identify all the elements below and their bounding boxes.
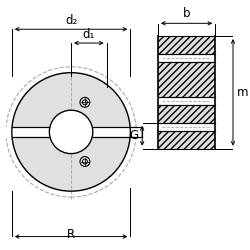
Text: b: b xyxy=(183,7,190,20)
Bar xyxy=(158,36,215,54)
Text: d₁: d₁ xyxy=(83,28,95,41)
Circle shape xyxy=(49,110,93,154)
Circle shape xyxy=(12,73,130,191)
Text: G: G xyxy=(129,129,138,142)
Bar xyxy=(158,54,215,62)
Bar xyxy=(158,97,215,105)
Bar xyxy=(158,62,215,97)
Bar xyxy=(158,131,215,149)
Bar xyxy=(158,123,215,131)
Circle shape xyxy=(80,156,90,166)
Bar xyxy=(158,36,215,54)
Bar xyxy=(158,105,215,123)
Circle shape xyxy=(80,97,90,107)
Bar xyxy=(158,131,215,149)
Bar xyxy=(158,62,215,97)
Bar xyxy=(158,105,215,123)
Text: m: m xyxy=(237,86,248,99)
Text: R: R xyxy=(67,228,75,240)
Bar xyxy=(0,127,142,137)
Text: d₂: d₂ xyxy=(65,14,77,27)
